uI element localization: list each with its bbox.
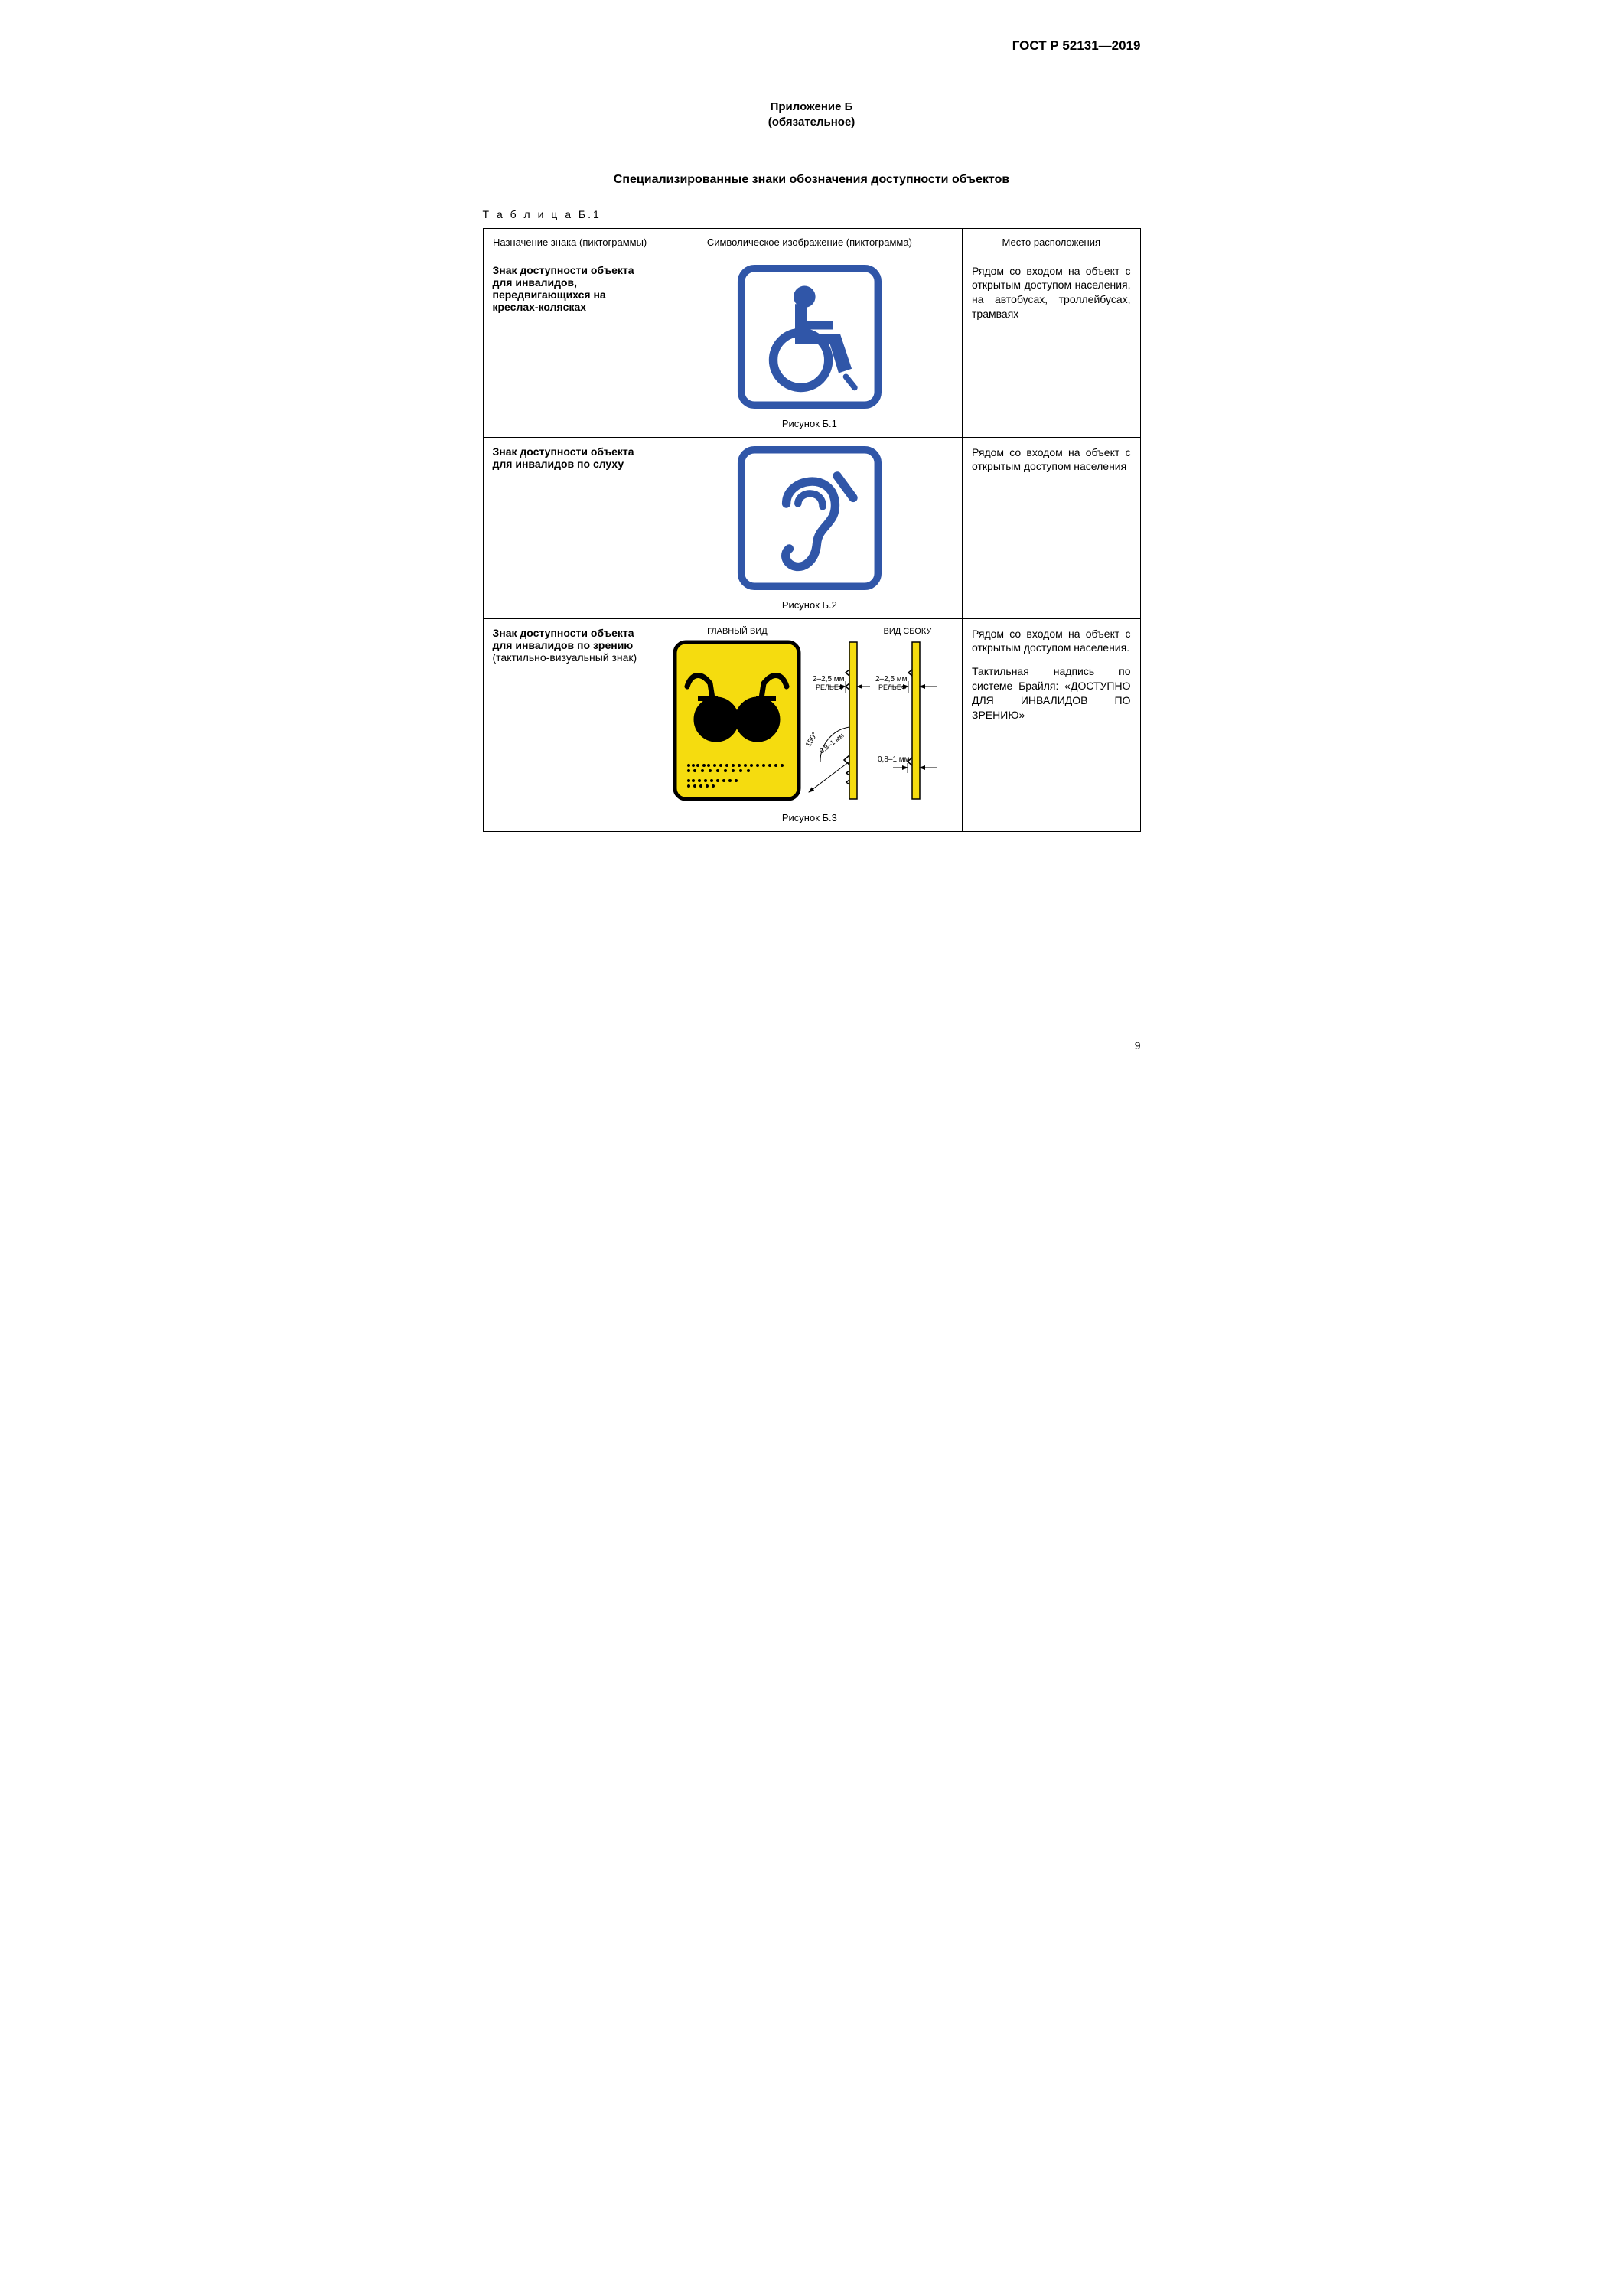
relief-word-1: РЕЛЬЕФ [816, 683, 844, 691]
wheelchair-sign [737, 264, 882, 412]
main-view-label: ГЛАВНЫЙ ВИД [672, 627, 802, 636]
location-line2: Тактильная надпись по системе Брайля: «Д… [972, 664, 1130, 722]
location-cell: Рядом со входом на объект с открытым дос… [963, 256, 1140, 437]
figure-caption: Рисунок Б.1 [666, 418, 953, 429]
wheelchair-icon [737, 264, 882, 409]
location-cell: Рядом со входом на объект с открытым дос… [963, 437, 1140, 618]
thickness-label-2: 0,8–1 мм [878, 755, 910, 764]
glasses-icon [672, 639, 802, 804]
table-label: Т а б л и ц а Б.1 [483, 208, 1141, 220]
appendix-line1: Приложение Б [483, 99, 1141, 115]
purpose-normal-text: (тактильно-визуальный знак) [493, 651, 637, 664]
diagram-block: ВИД СБОКУ [805, 627, 947, 806]
table-row: Знак доступности объекта для инвалидов, … [483, 256, 1140, 437]
location-cell: Рядом со входом на объект с открытым дос… [963, 618, 1140, 831]
document-page: ГОСТ Р 52131—2019 Приложение Б (обязател… [429, 0, 1194, 1082]
col-header-picto: Символическое изображение (пиктограмма) [657, 228, 962, 256]
col-header-purpose: Назначение знака (пиктограммы) [483, 228, 657, 256]
appendix-line2: (обязательное) [483, 115, 1141, 130]
side-view-label: ВИД СБОКУ [805, 627, 947, 636]
purpose-cell: Знак доступности объекта для инвалидов п… [483, 618, 657, 831]
document-code: ГОСТ Р 52131—2019 [1012, 38, 1141, 54]
page-number: 9 [1135, 1039, 1141, 1052]
ear-icon [737, 445, 882, 591]
figure-caption: Рисунок Б.2 [666, 599, 953, 611]
signs-table: Назначение знака (пиктограммы) Символиче… [483, 228, 1141, 832]
figure-caption: Рисунок Б.3 [666, 812, 953, 823]
relief-diagram: 2–2,5 мм РЕЛЬЕФ 2–2,5 мм РЕЛЬЕФ [805, 639, 947, 804]
relief-word-2: РЕЛЬЕФ [878, 683, 907, 691]
purpose-cell: Знак доступности объекта для инвалидов, … [483, 256, 657, 437]
relief-range-2: 2–2,5 мм [875, 675, 908, 683]
purpose-bold-text: Знак доступности объекта для инвалидов, … [493, 264, 634, 313]
table-row: Знак доступности объекта для инвалидов п… [483, 618, 1140, 831]
relief-range-1: 2–2,5 мм [813, 675, 845, 683]
section-title: Специализированные знаки обозначения дос… [483, 173, 1141, 187]
angle-label: 150° [805, 731, 820, 748]
picto-cell: Рисунок Б.1 [657, 256, 962, 437]
picto-cell: ГЛАВНЫЙ ВИД [657, 618, 962, 831]
purpose-bold-text: Знак доступности объекта для инвалидов п… [493, 627, 634, 651]
purpose-bold-text: Знак доступности объекта для инвалидов п… [493, 445, 634, 470]
appendix-header: Приложение Б (обязательное) [483, 99, 1141, 131]
picto-cell: Рисунок Б.2 [657, 437, 962, 618]
purpose-cell: Знак доступности объекта для инвалидов п… [483, 437, 657, 618]
location-line1: Рядом со входом на объект с открытым дос… [972, 627, 1130, 656]
main-view-block: ГЛАВНЫЙ ВИД [672, 627, 802, 806]
table-row: Знак доступности объекта для инвалидов п… [483, 437, 1140, 618]
table-header-row: Назначение знака (пиктограммы) Символиче… [483, 228, 1140, 256]
col-header-location: Место расположения [963, 228, 1140, 256]
ear-sign [737, 445, 882, 593]
